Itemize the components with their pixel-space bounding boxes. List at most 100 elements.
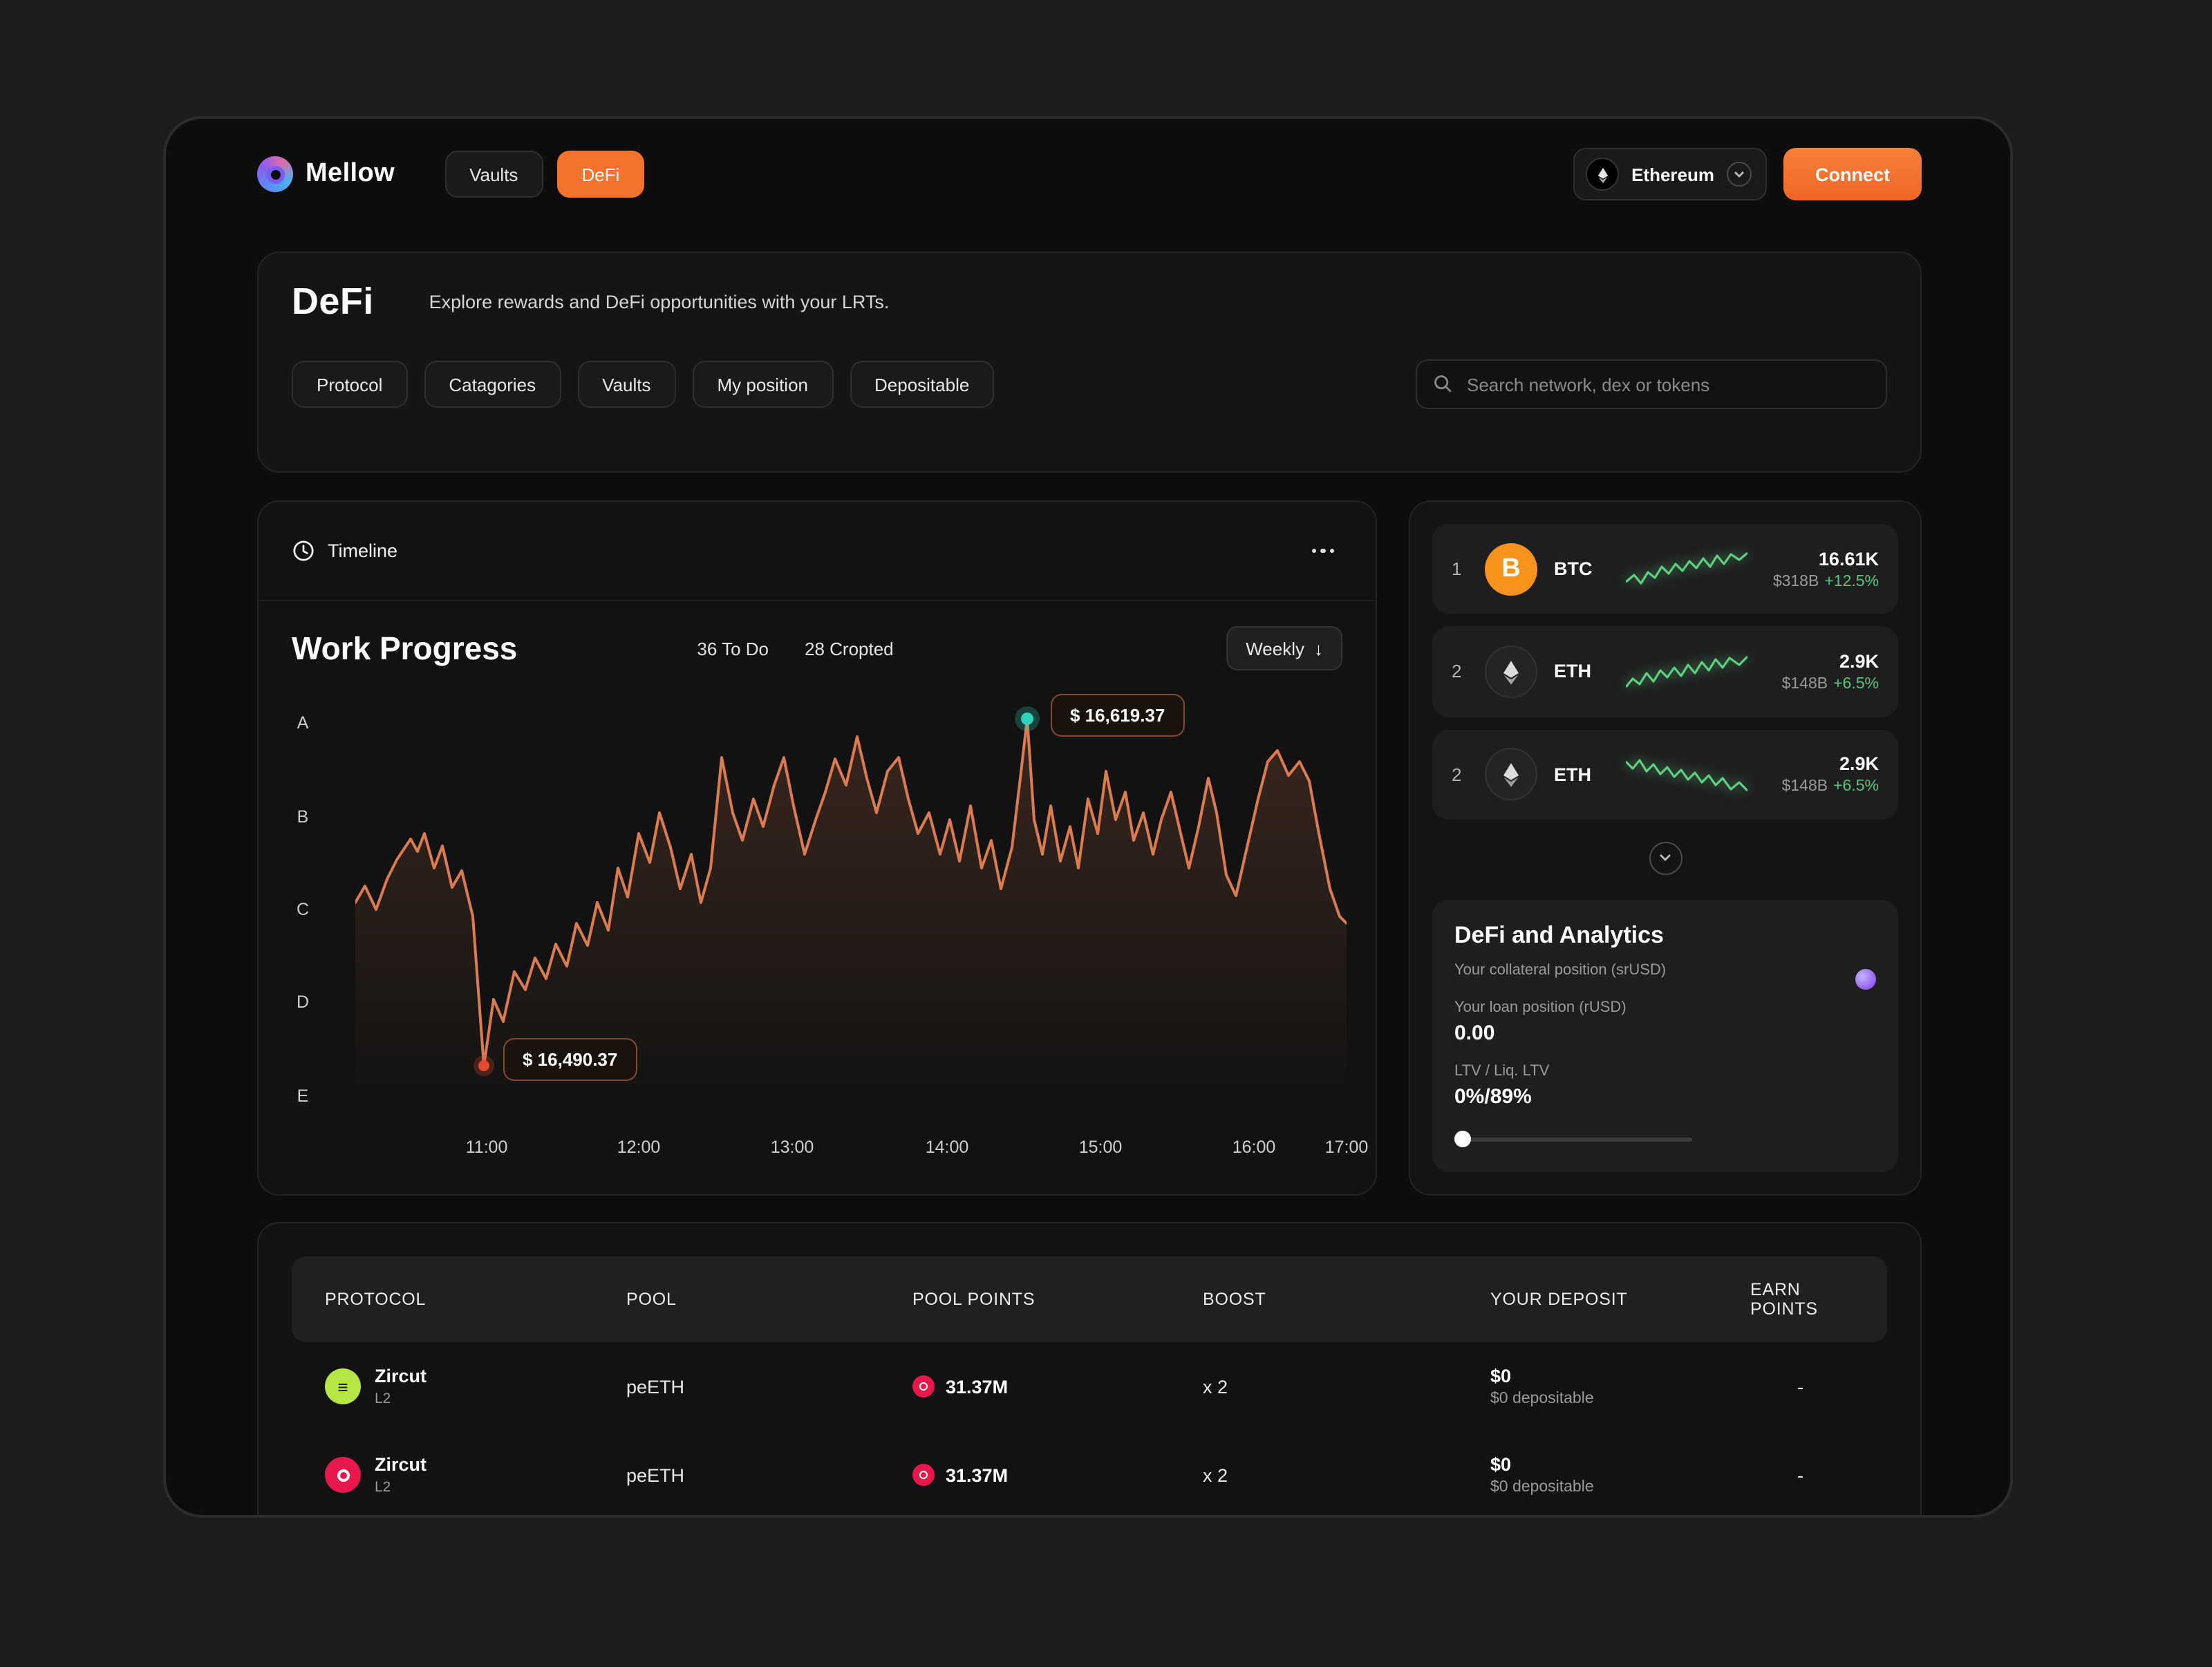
token-sidebar: 1 B BTC 16.61K $318B +12.5% 2 xyxy=(1409,500,1922,1196)
stat-todo: 36 To Do xyxy=(697,638,769,659)
y-axis-label: E xyxy=(297,1086,309,1106)
filter-protocol[interactable]: Protocol xyxy=(292,361,408,408)
timeline-label: Timeline xyxy=(328,540,398,561)
col-protocol: PROTOCOL xyxy=(325,1290,427,1309)
collateral-label: Your collateral position (srUSD) xyxy=(1454,961,1667,979)
slider-thumb[interactable] xyxy=(1454,1130,1471,1147)
points-token-icon xyxy=(912,1375,935,1397)
x-axis-label: 12:00 xyxy=(617,1138,661,1157)
high-point-dot xyxy=(1021,713,1033,725)
filter-depositable[interactable]: Depositable xyxy=(850,361,995,408)
protocol-layer: L2 xyxy=(375,1479,391,1496)
protocol-name: Zircut xyxy=(375,1454,427,1475)
ltv-slider[interactable] xyxy=(1454,1130,1692,1147)
chart-card-header: Timeline xyxy=(259,502,1376,601)
token-change: +12.5% xyxy=(1824,573,1879,590)
work-progress-chart xyxy=(355,706,1347,1110)
pool-points-value: 31.37M xyxy=(946,1464,1009,1485)
eth-sparkline xyxy=(1626,655,1747,688)
low-point-dot xyxy=(478,1060,489,1071)
x-axis-label: 15:00 xyxy=(1078,1138,1123,1157)
token-symbol: ETH xyxy=(1554,764,1591,785)
search-icon xyxy=(1434,375,1452,393)
brand-logo[interactable]: Mellow xyxy=(257,156,395,192)
token-change: +6.5% xyxy=(1833,675,1879,693)
token-rank: 2 xyxy=(1452,764,1462,785)
filter-my-position[interactable]: My position xyxy=(692,361,833,408)
token-rank: 1 xyxy=(1452,558,1462,580)
x-axis-label: 11:00 xyxy=(465,1138,508,1157)
range-selector-weekly[interactable]: Weekly ↓ xyxy=(1226,626,1342,670)
ltv-value: 0%/89% xyxy=(1454,1084,1532,1109)
token-row-btc[interactable]: 1 B BTC 16.61K $318B +12.5% xyxy=(1432,524,1898,614)
col-earn-points: EARN POINTS xyxy=(1750,1280,1818,1319)
token-row-eth-2[interactable]: 2 ETH 2.9K $148B +6.5% xyxy=(1432,729,1898,820)
more-options-icon[interactable] xyxy=(1303,540,1342,562)
x-axis-label: 16:00 xyxy=(1232,1138,1276,1157)
range-label: Weekly xyxy=(1246,638,1304,659)
stat-cropted: 28 Cropted xyxy=(805,638,894,659)
app-window: Mellow Vaults DeFi Ethereum Connect xyxy=(163,116,2013,1518)
pools-table-card: PROTOCOL POOL POOL POINTS BOOST YOUR DEP… xyxy=(257,1222,1922,1515)
protocol-layer: L2 xyxy=(375,1391,391,1407)
protocol-icon xyxy=(325,1457,361,1493)
col-pool: POOL xyxy=(626,1290,677,1309)
analytics-card: DeFi and Analytics Your collateral posit… xyxy=(1432,899,1898,1172)
tab-defi[interactable]: DeFi xyxy=(556,151,645,198)
search-input[interactable] xyxy=(1416,359,1887,409)
chart-card: Timeline Work Progress 36 To Do 28 Cropt… xyxy=(257,500,1377,1196)
deposit-value: $0 xyxy=(1490,1454,1512,1475)
chart-tooltip-high: $ 16,619.37 xyxy=(1051,694,1185,737)
slider-track[interactable] xyxy=(1454,1137,1692,1142)
table-row[interactable]: Zircut L2 peETH 31.37M x 2 $0 $0 deposit… xyxy=(292,1431,1887,1515)
nav-tabs: Vaults DeFi xyxy=(444,151,645,198)
token-change: +6.5% xyxy=(1833,778,1879,795)
boost-value: x 2 xyxy=(1203,1376,1228,1397)
points-token-icon xyxy=(912,1464,935,1486)
loan-label: Your loan position (rUSD) xyxy=(1454,999,1627,1016)
btc-sparkline xyxy=(1626,552,1747,584)
y-axis-label: B xyxy=(297,807,309,827)
tab-vaults[interactable]: Vaults xyxy=(444,151,543,198)
connect-button[interactable]: Connect xyxy=(1783,148,1922,200)
token-marketcap: $148B xyxy=(1781,675,1828,693)
page-title: DeFi xyxy=(292,281,374,322)
protocol-name: Zircut xyxy=(375,1366,427,1386)
depositable-value: $0 depositable xyxy=(1490,1479,1594,1496)
ltv-label: LTV / Liq. LTV xyxy=(1454,1062,1550,1080)
btc-icon: B xyxy=(1485,543,1537,596)
token-rank: 2 xyxy=(1452,661,1462,682)
expand-tokens-button[interactable] xyxy=(1649,841,1682,875)
arrow-down-icon: ↓ xyxy=(1314,638,1323,659)
col-your-deposit: YOUR DEPOSIT xyxy=(1490,1290,1628,1309)
depositable-value: $0 depositable xyxy=(1490,1391,1594,1407)
x-axis-label: 17:00 xyxy=(1324,1138,1369,1157)
y-axis-label: D xyxy=(296,992,310,1012)
pool-points-value: 31.37M xyxy=(946,1376,1009,1397)
table-row[interactable]: ≡ Zircut L2 peETH 31.37M x 2 $0 $0 depos… xyxy=(292,1342,1887,1431)
col-boost: BOOST xyxy=(1203,1290,1266,1309)
brand-name: Mellow xyxy=(306,159,395,188)
earn-points-value: - xyxy=(1797,1464,1803,1485)
content-row: Timeline Work Progress 36 To Do 28 Cropt… xyxy=(257,500,1922,1196)
y-axis-label: C xyxy=(296,900,310,919)
chart-title: Work Progress xyxy=(292,630,518,666)
pool-name: peETH xyxy=(626,1464,685,1485)
nav-right: Ethereum Connect xyxy=(1573,148,1922,200)
boost-value: x 2 xyxy=(1203,1464,1228,1485)
col-pool-points: POOL POINTS xyxy=(912,1290,1035,1309)
token-symbol: ETH xyxy=(1554,661,1591,682)
filter-row: Protocol Catagories Vaults My position D… xyxy=(292,359,1887,409)
chart-line xyxy=(355,717,1347,1067)
chart-title-row: Work Progress 36 To Do 28 Cropted Weekly… xyxy=(259,601,1376,670)
network-selector[interactable]: Ethereum xyxy=(1573,148,1767,200)
chart-tooltip-low: $ 16,490.37 xyxy=(503,1038,637,1081)
token-row-eth-1[interactable]: 2 ETH 2.9K $148B +6.5% xyxy=(1432,626,1898,717)
table-header-row: PROTOCOL POOL POOL POINTS BOOST YOUR DEP… xyxy=(292,1256,1887,1342)
ethereum-icon xyxy=(1586,158,1620,191)
filter-vaults[interactable]: Vaults xyxy=(577,361,676,408)
token-price: 2.9K xyxy=(1839,650,1879,672)
clock-icon xyxy=(293,540,314,561)
filter-categories[interactable]: Catagories xyxy=(424,361,561,408)
token-price: 2.9K xyxy=(1839,753,1879,775)
